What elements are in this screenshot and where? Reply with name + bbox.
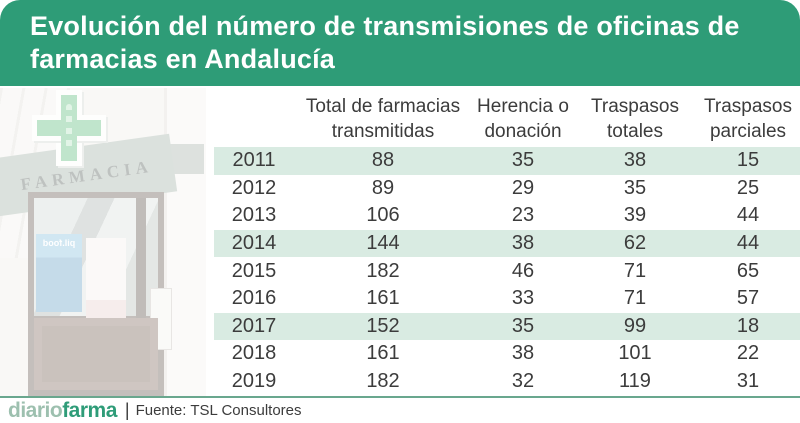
table-row-2016: 2016 161 33 71 57 <box>214 285 800 313</box>
value-cell: 99 <box>623 314 647 337</box>
value-cell: 32 <box>511 370 535 393</box>
logo-diario: diario <box>8 398 63 422</box>
value-cell: 38 <box>511 342 535 365</box>
title-line-2: farmacias en Andalucía <box>30 44 336 74</box>
value-cell: 23 <box>511 204 535 227</box>
table-row-2019: 2019 182 32 119 31 <box>214 368 800 396</box>
column-header-total: Total de farmacias transmitidas <box>305 96 461 142</box>
table-row-2013: 2013 106 23 39 44 <box>214 202 800 230</box>
value-cell: 71 <box>623 259 647 282</box>
photo-poster-pilfood: pil.food <box>36 234 82 312</box>
year-cell: 2019 <box>231 370 277 393</box>
value-cell: 182 <box>366 259 400 282</box>
value-cell: 144 <box>366 232 400 255</box>
value-cell: 29 <box>511 176 535 199</box>
column-header-year <box>214 94 294 147</box>
table-header-row: Total de farmacias transmitidas Herencia… <box>214 90 800 147</box>
footer: diariofarma | Fuente: TSL Consultores <box>0 398 800 423</box>
footer-separator: | <box>124 400 130 420</box>
year-cell: 2017 <box>231 314 277 337</box>
value-cell: 25 <box>736 176 760 199</box>
table-row-2018: 2018 161 38 101 22 <box>214 340 800 368</box>
value-cell: 46 <box>511 259 535 282</box>
photo-wall-stripes <box>0 88 70 258</box>
year-cell: 2018 <box>231 342 277 365</box>
photo-shop-window: pil.food <box>28 192 172 396</box>
year-cell: 2013 <box>231 204 277 227</box>
photo-background <box>0 88 206 396</box>
year-cell: 2016 <box>231 287 277 310</box>
photo-door-frame <box>136 198 146 390</box>
value-cell: 106 <box>366 204 400 227</box>
value-cell: 35 <box>511 149 535 172</box>
transmissions-table: Total de farmacias transmitidas Herencia… <box>214 90 800 395</box>
value-cell: 182 <box>366 370 400 393</box>
value-cell: 71 <box>623 287 647 310</box>
column-header-traspasos-parciales: Traspasos parciales <box>704 96 792 142</box>
photo-door-sign <box>150 288 172 350</box>
value-cell: 44 <box>736 204 760 227</box>
photo-poster-white <box>86 238 126 318</box>
table-row-2017: 2017 152 35 99 18 <box>214 312 800 341</box>
table-row-2011: 2011 88 35 38 15 <box>214 147 800 175</box>
title-line-1: Evolución del número de transmisiones de… <box>30 11 740 41</box>
title-banner: Evolución del número de transmisiones de… <box>0 0 800 86</box>
diariofarma-logo: diariofarma <box>8 399 117 423</box>
column-header-herencia: Herencia o donación <box>477 96 569 142</box>
value-cell: 152 <box>366 314 400 337</box>
infographic-title: Evolución del número de transmisiones de… <box>30 10 770 76</box>
photo-pilaster <box>164 88 206 396</box>
table-body: 2011 88 35 38 15 2012 89 29 35 25 2013 106 23 39 44 201… <box>214 147 800 395</box>
year-cell: 2012 <box>231 176 277 199</box>
value-cell: 62 <box>623 232 647 255</box>
source-text: Fuente: TSL Consultores <box>135 402 302 419</box>
value-cell: 161 <box>366 342 400 365</box>
value-cell: 44 <box>736 232 760 255</box>
photo-window-glass <box>34 198 158 316</box>
year-cell: 2015 <box>231 259 277 282</box>
value-cell: 119 <box>619 370 651 393</box>
year-cell: 2011 <box>232 149 276 172</box>
value-cell: 57 <box>736 287 760 310</box>
value-cell: 88 <box>371 149 395 172</box>
pharmacy-cross-icon <box>56 90 82 166</box>
value-cell: 18 <box>736 314 760 337</box>
value-cell: 35 <box>623 176 647 199</box>
value-cell: 38 <box>623 149 647 172</box>
value-cell: 31 <box>736 370 760 393</box>
value-cell: 38 <box>511 232 535 255</box>
value-cell: 35 <box>511 314 535 337</box>
value-cell: 161 <box>366 287 400 310</box>
footer-rule <box>0 396 800 398</box>
value-cell: 89 <box>371 176 395 199</box>
value-cell: 65 <box>736 259 760 282</box>
table-row-2014: 2014 144 38 62 44 <box>214 229 800 258</box>
photo-sign-plate <box>170 144 204 174</box>
year-cell: 2014 <box>231 232 277 255</box>
table-row-2012: 2012 89 29 35 25 <box>214 175 800 203</box>
pharmacy-storefront-photo: FARMACIA pil.food <box>0 88 206 396</box>
table-row-2015: 2015 182 46 71 65 <box>214 257 800 285</box>
value-cell: 22 <box>736 342 760 365</box>
cross-snake-symbol <box>66 104 72 148</box>
photo-door-panel <box>34 318 158 390</box>
value-cell: 15 <box>736 149 760 172</box>
value-cell: 39 <box>623 204 647 227</box>
column-header-traspasos-totales: Traspasos totales <box>591 96 679 142</box>
value-cell: 33 <box>511 287 535 310</box>
value-cell: 101 <box>618 342 652 365</box>
logo-farma: farma <box>62 398 117 422</box>
